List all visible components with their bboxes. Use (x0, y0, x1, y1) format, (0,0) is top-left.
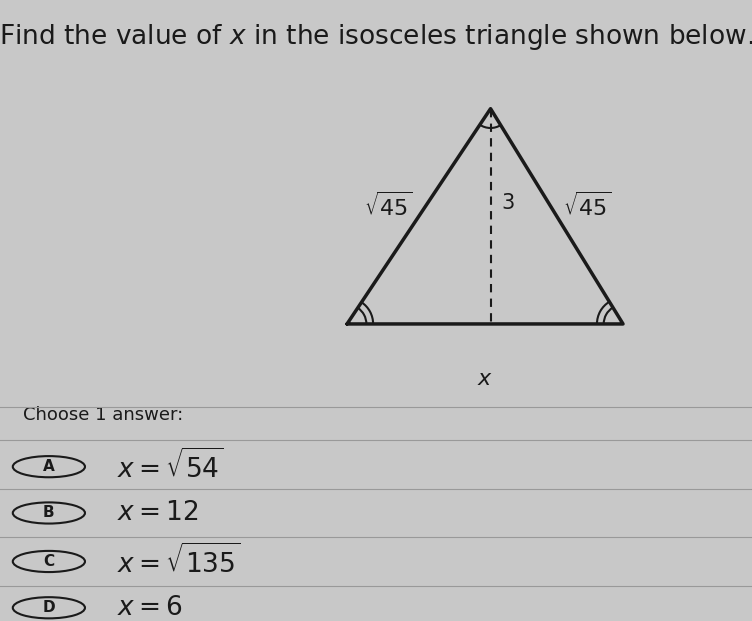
Text: $x = \sqrt{54}$: $x = \sqrt{54}$ (117, 450, 223, 484)
Text: A: A (43, 459, 55, 474)
Text: Choose 1 answer:: Choose 1 answer: (23, 406, 183, 424)
Text: $x = 6$: $x = 6$ (117, 595, 182, 621)
Text: D: D (43, 601, 55, 615)
Text: $x = \sqrt{135}$: $x = \sqrt{135}$ (117, 544, 241, 579)
Text: 3: 3 (502, 193, 515, 212)
Text: Find the value of $x$ in the isosceles triangle shown below.: Find the value of $x$ in the isosceles t… (0, 22, 752, 52)
Text: $\sqrt{45}$: $\sqrt{45}$ (562, 191, 611, 219)
Text: $\sqrt{45}$: $\sqrt{45}$ (364, 191, 413, 219)
Text: $x$: $x$ (477, 369, 493, 389)
Text: $x = 12$: $x = 12$ (117, 500, 198, 526)
Text: B: B (43, 505, 55, 520)
Text: C: C (44, 554, 54, 569)
